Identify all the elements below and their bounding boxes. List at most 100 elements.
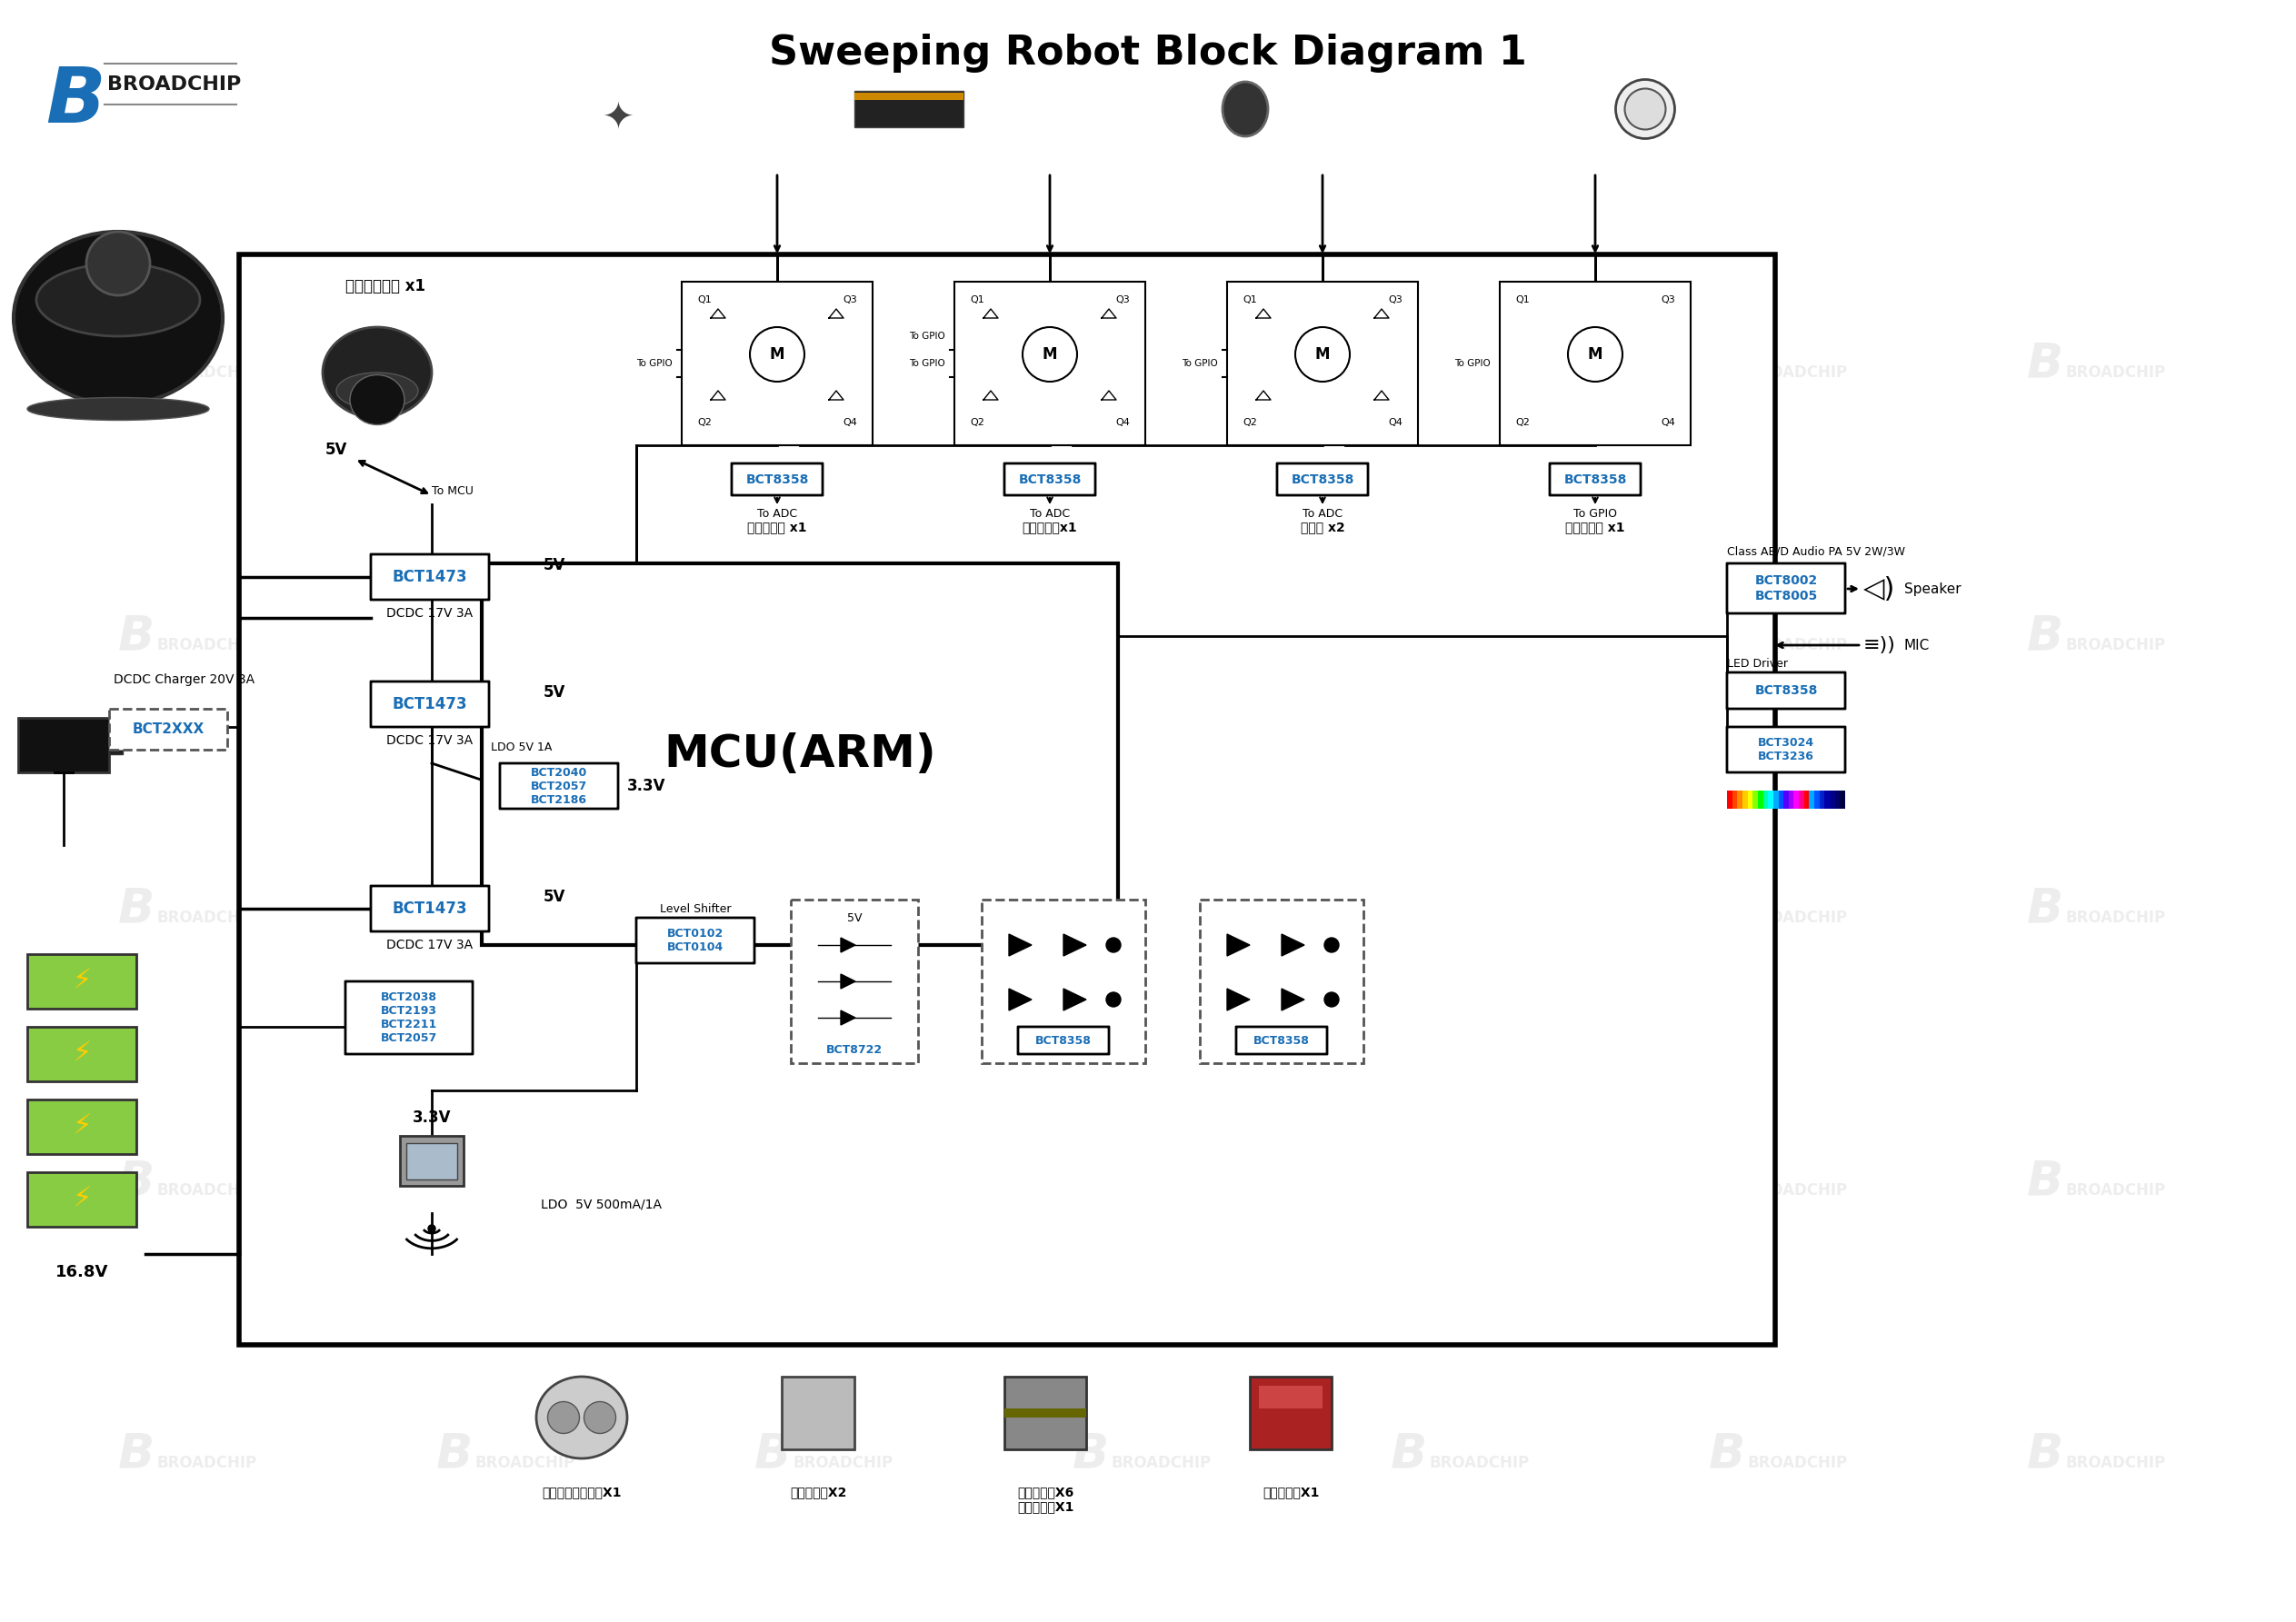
Circle shape [1022,328,1077,381]
Text: B: B [2027,886,2064,933]
Bar [1818,790,1825,809]
Circle shape [1107,938,1120,952]
Text: B: B [1708,1158,1745,1205]
Bar [110,736,122,754]
FancyBboxPatch shape [1727,563,1846,613]
Circle shape [427,1225,436,1233]
Text: B: B [2027,613,2064,660]
Bar [1738,790,1743,809]
Text: BROADCHIP: BROADCHIP [475,365,574,381]
Text: B: B [436,1158,473,1205]
FancyBboxPatch shape [1017,1027,1109,1054]
Text: BROADCHIP: BROADCHIP [1428,637,1529,654]
Circle shape [751,328,804,381]
Text: To ADC: To ADC [1302,508,1343,519]
Text: B: B [755,1158,790,1205]
Text: Q2: Q2 [698,418,712,427]
Text: BCT2040
BCT2057
BCT2186: BCT2040 BCT2057 BCT2186 [530,767,588,806]
Text: BCT1473: BCT1473 [393,569,468,586]
Text: Q1: Q1 [1515,295,1529,305]
Text: Speaker: Speaker [1903,582,1961,595]
Text: BROADCHIP: BROADCHIP [1747,910,1846,926]
Text: B: B [755,886,790,933]
Text: BROADCHIP: BROADCHIP [156,910,257,926]
Text: BCT3024
BCT3236: BCT3024 BCT3236 [1759,736,1814,762]
Text: B: B [1391,613,1428,660]
Polygon shape [1008,934,1031,955]
Text: 5V: 5V [544,556,565,574]
Bar [1784,790,1789,809]
Text: To GPIO: To GPIO [1182,358,1217,368]
Polygon shape [1226,989,1249,1011]
Text: To GPIO: To GPIO [909,331,946,341]
Text: BROADCHIP: BROADCHIP [1111,637,1210,654]
Polygon shape [1008,989,1031,1011]
Text: B: B [1072,613,1109,660]
Text: ⚡: ⚡ [71,968,92,994]
Text: ◁): ◁) [1864,576,1896,602]
Polygon shape [1063,934,1086,955]
Bar [482,563,1118,946]
Text: Class AB/D Audio PA 5V 2W/3W: Class AB/D Audio PA 5V 2W/3W [1727,545,1906,558]
Bar [1768,790,1773,809]
Text: 5V: 5V [847,912,861,923]
Bar [406,1144,457,1179]
Bar [400,1135,464,1186]
Ellipse shape [1221,81,1267,136]
Text: 超声波障碍传感器X1: 超声波障碍传感器X1 [542,1486,622,1499]
Text: B: B [436,341,473,388]
Bar [1779,790,1784,809]
Text: B: B [117,1158,154,1205]
Text: DCDC Charger 20V 3A: DCDC Charger 20V 3A [113,673,255,686]
Bar [1752,790,1759,809]
Text: 3.3V: 3.3V [413,1109,450,1126]
Text: BROADCHIP: BROADCHIP [475,637,574,654]
Ellipse shape [324,328,432,418]
Text: Q3: Q3 [843,295,856,305]
Text: BROADCHIP: BROADCHIP [475,910,574,926]
Bar [1763,790,1768,809]
Text: DCDC 17V 3A: DCDC 17V 3A [386,939,473,952]
Text: 真空泵总成 x1: 真空泵总成 x1 [1566,521,1626,534]
Text: DCDC 17V 3A: DCDC 17V 3A [386,607,473,620]
Text: B: B [1072,886,1109,933]
Circle shape [1325,938,1339,952]
Text: B: B [755,613,790,660]
Text: Q3: Q3 [1660,295,1676,305]
Text: 回充传感器X1: 回充传感器X1 [1263,1486,1320,1499]
FancyBboxPatch shape [1235,1027,1327,1054]
Bar [1499,282,1690,446]
Text: ✦: ✦ [602,99,634,138]
Ellipse shape [349,375,404,425]
Text: B: B [1391,1158,1428,1205]
Text: B: B [1708,1431,1745,1478]
Circle shape [1325,993,1339,1007]
Text: B: B [1708,613,1745,660]
Text: BROADCHIP: BROADCHIP [792,365,893,381]
Text: 5V: 5V [544,684,565,701]
Text: BROADCHIP: BROADCHIP [792,1182,893,1199]
Text: B: B [46,63,106,139]
Bar [955,282,1146,446]
Bar [983,900,1146,1062]
Circle shape [1568,328,1623,381]
Bar [1773,790,1779,809]
Polygon shape [840,1011,856,1025]
Text: B: B [1391,341,1428,388]
Text: Q4: Q4 [843,418,856,427]
Ellipse shape [28,397,209,420]
Text: B: B [117,613,154,660]
Text: BCT1473: BCT1473 [393,696,468,712]
Text: Level Shifter: Level Shifter [659,903,730,915]
Text: B: B [1391,1431,1428,1478]
Text: To GPIO: To GPIO [909,358,946,368]
FancyBboxPatch shape [372,681,489,727]
Text: Q3: Q3 [1389,295,1403,305]
Text: ⚡: ⚡ [71,1114,92,1140]
Text: BROADCHIP: BROADCHIP [2064,1182,2165,1199]
FancyBboxPatch shape [1277,464,1368,495]
Bar [1835,790,1839,809]
Text: To ADC: To ADC [758,508,797,519]
Ellipse shape [1616,79,1674,138]
Text: B: B [436,886,473,933]
